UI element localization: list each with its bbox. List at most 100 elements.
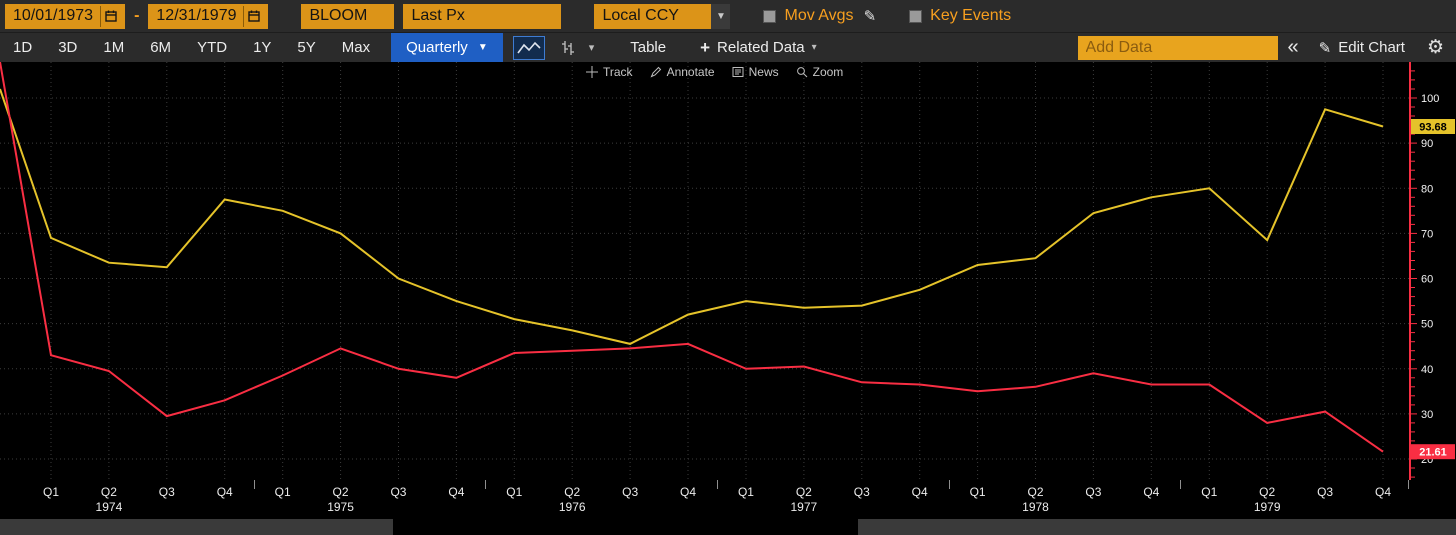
range-button-5y[interactable]: 5Y [297, 39, 316, 56]
calendar-icon[interactable] [100, 5, 121, 27]
x-axis-quarter-label: Q1 [42, 485, 60, 499]
x-axis-quarter-label: Q1 [274, 485, 291, 499]
track-button[interactable]: Track [586, 65, 633, 79]
bar-chart-type-button[interactable] [555, 36, 581, 60]
currency-selector[interactable]: Local CCY [594, 3, 712, 29]
chart-type-dropdown-caret[interactable]: ▾ [588, 42, 595, 54]
y-axis-tick-label: 50 [1421, 319, 1433, 331]
x-axis-year-label: 1978 [1022, 500, 1049, 514]
x-axis-year-tick [1408, 480, 1409, 489]
annotate-button[interactable]: Annotate [650, 65, 715, 79]
x-axis-year-tick [948, 480, 950, 489]
gear-icon[interactable]: ⚙ [1426, 37, 1444, 58]
x-axis-quarter-label: Q4 [911, 485, 928, 499]
mov-avgs-checkbox[interactable] [763, 9, 777, 23]
currency-dropdown-caret[interactable]: ▼ [711, 3, 731, 29]
key-events-toggle[interactable]: Key Events [909, 7, 1011, 25]
x-axis-quarter-label: Q4 [680, 485, 697, 499]
x-axis-quarter-label: Q4 [1143, 485, 1160, 499]
x-axis-year-label: 1977 [790, 500, 818, 514]
ohlc-bars-icon [561, 40, 574, 55]
y-axis-tick-label: 80 [1421, 183, 1433, 195]
x-axis-year-tick [485, 480, 487, 489]
key-events-checkbox[interactable] [909, 9, 923, 23]
track-crosshair-icon [586, 66, 598, 78]
scrollbar-segment-left[interactable] [0, 519, 393, 535]
x-axis-quarter-label: Q2 [1259, 485, 1276, 499]
y-axis-tick-label: 100 [1421, 93, 1439, 105]
bottom-scrollbar[interactable] [0, 518, 1456, 535]
zoom-button[interactable]: Zoom [796, 65, 843, 79]
range-button-6m[interactable]: 6M [150, 39, 172, 56]
range-button-3d[interactable]: 3D [58, 39, 78, 56]
date-range-separator: - [134, 7, 140, 24]
mov-avgs-label: Mov Avgs [784, 7, 854, 24]
range-button-1m[interactable]: 1M [103, 39, 125, 56]
x-axis-quarter-label: Q3 [390, 485, 407, 499]
related-data-button[interactable]: + Related Data ▾ [688, 33, 829, 63]
period-value: Quarterly [406, 39, 468, 56]
y-axis-tick-label: 60 [1421, 274, 1433, 286]
date-from-field[interactable]: 10/01/1973 [5, 3, 126, 29]
price-field-value: Last Px [411, 7, 465, 24]
series-yellow-line[interactable] [0, 88, 1384, 345]
chevron-down-icon: ▾ [811, 42, 817, 53]
x-axis-quarter-label: Q3 [158, 485, 175, 499]
top-controls-bar: 10/01/1973 - 12/31/1979 BLOOM Last Px Lo… [0, 0, 1456, 32]
edit-chart-button[interactable]: ✎ Edit Chart [1309, 33, 1415, 63]
range-button-1y[interactable]: 1Y [253, 39, 272, 56]
calendar-icon[interactable] [243, 5, 264, 27]
x-axis-quarter-label: Q2 [100, 485, 117, 499]
mov-avgs-edit-pencil-icon[interactable]: ✎ [863, 8, 877, 25]
pencil-icon: ✎ [1318, 39, 1332, 57]
x-axis-quarter-label: Q1 [1201, 485, 1218, 499]
x-axis-year-tick [717, 480, 718, 489]
x-axis-year-label: 1979 [1253, 500, 1281, 514]
line-chart-icon [517, 41, 541, 53]
x-axis-quarter-label: Q2 [1027, 485, 1044, 499]
period-dropdown[interactable]: Quarterly ▼ [391, 32, 503, 63]
price-field-selector[interactable]: Last Px [403, 3, 562, 29]
svg-text:93.68: 93.68 [1419, 122, 1447, 134]
x-axis-quarter-label: Q3 [1317, 485, 1334, 499]
x-axis-quarter-label: Q4 [216, 485, 233, 499]
news-label: News [748, 65, 779, 79]
range-button-1d[interactable]: 1D [13, 39, 33, 56]
series-red-line[interactable] [0, 62, 1384, 453]
edit-chart-label: Edit Chart [1338, 39, 1405, 56]
key-events-label: Key Events [930, 7, 1012, 24]
x-axis-year-tick [1180, 480, 1182, 489]
mov-avgs-toggle[interactable]: Mov Avgs ✎ [763, 7, 876, 25]
date-to-field[interactable]: 12/31/1979 [148, 3, 269, 29]
line-chart-type-button[interactable] [512, 35, 545, 60]
security-field[interactable]: BLOOM [301, 3, 395, 29]
red-last-price-badge: 21.61 [1411, 444, 1455, 460]
table-button[interactable]: Table [630, 39, 667, 56]
x-axis-quarter-label: Q4 [1374, 485, 1392, 499]
x-axis-quarter-label: Q1 [737, 485, 754, 499]
svg-text:21.61: 21.61 [1419, 447, 1447, 459]
related-data-label: Related Data [717, 39, 805, 56]
collapse-panel-button[interactable]: « [1287, 36, 1299, 58]
scrollbar-segment-right[interactable] [858, 519, 1456, 535]
x-axis-quarter-label: Q3 [853, 485, 870, 499]
y-axis-tick-label: 40 [1421, 364, 1433, 376]
chart-toolbar: 1D 3D 1M 6M YTD 1Y 5Y Max Quarterly ▼ ▾ … [0, 32, 1456, 63]
x-axis-year-tick [253, 480, 255, 489]
calendar-icon [248, 10, 261, 22]
y-axis-tick-label: 70 [1421, 228, 1433, 240]
calendar-icon [105, 10, 117, 22]
range-button-max[interactable]: Max [341, 39, 371, 56]
x-axis-year-label: 1975 [327, 500, 354, 514]
x-axis-labels: Q1 Q2 Q3 Q4 Q1 Q2 Q3 Q4 Q1 Q2 Q3 Q4 Q1 Q2 Q3 Q4 Q1 Q2 Q3 Q4… [0, 480, 1456, 518]
x-axis-quarter-label: Q3 [1085, 485, 1102, 499]
grid-lines [0, 62, 1410, 480]
x-axis-quarter-label: Q3 [622, 485, 639, 499]
x-axis-quarter-label: Q2 [795, 485, 812, 499]
range-button-ytd[interactable]: YTD [197, 39, 228, 56]
add-data-input[interactable] [1077, 35, 1278, 60]
news-button[interactable]: News [732, 65, 779, 79]
